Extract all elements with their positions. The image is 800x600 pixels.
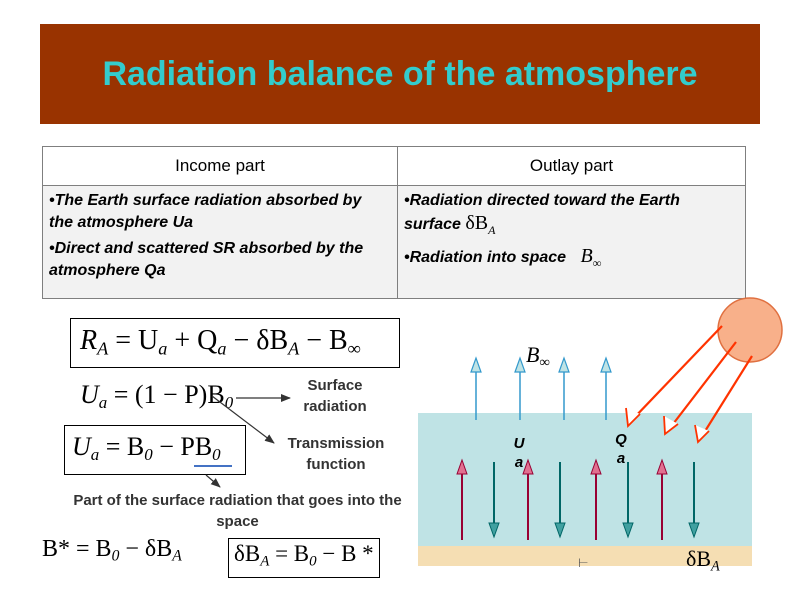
transmission-connector-line (211, 395, 275, 444)
outlay-item-1-text: •Radiation directed toward the Earth sur… (404, 192, 680, 233)
income-item-1: •The Earth surface radiation absorbed by… (49, 192, 362, 231)
outlay-header: Outlay part (397, 146, 746, 186)
outlay-item-2: •Radiation into space B∞ (404, 245, 737, 274)
outlay-cell: •Radiation directed toward the Earth sur… (397, 185, 746, 299)
surface-radiation-arrowheads (456, 458, 668, 475)
tick-mark: ⊢ (578, 556, 589, 570)
outlay-item-1: •Radiation directed toward the Earth sur… (404, 190, 737, 241)
balance-equation: RA = Ua + Qa − δBA − B∞ (80, 325, 361, 359)
ground-layer (418, 546, 752, 566)
ua-equation-2: Ua = B0 − PB0 (72, 432, 221, 465)
outlay-item-2-symbol: B∞ (580, 245, 602, 270)
outlay-item-2-text: •Radiation into space (404, 249, 567, 266)
upward-space-arrows (475, 366, 607, 420)
income-item-2: •Direct and scattered SR absorbed by the… (49, 240, 364, 279)
surface-radiation-label: Surface radiation (303, 377, 367, 415)
upward-space-arrowheads (470, 356, 612, 373)
downward-arrowheads (488, 522, 700, 539)
transmission-function-label: Transmission function (287, 435, 385, 473)
delta-ba-label: δBA (686, 546, 720, 575)
income-cell: •The Earth surface radiation absorbed by… (42, 185, 398, 299)
bstar-equation: B* = B0 − δBA (42, 536, 182, 565)
radiation-balance-table: Income part Outlay part •The Earth surfa… (42, 146, 746, 299)
outlay-item-1-symbol: δBA (465, 212, 496, 237)
part-connector-line (205, 474, 221, 488)
ua-equation-1: Ua = (1 − P)B0 (80, 380, 234, 413)
downward-arrows (493, 462, 695, 528)
solar-ray-arrowheads (625, 407, 710, 444)
dba-equation: δBA = B0 − B * (234, 541, 374, 570)
qa-label: Q a (615, 431, 627, 467)
b-infinity-label: B∞ (526, 342, 550, 371)
page-title: Radiation balance of the atmosphere (102, 54, 698, 93)
table-header-row: Income part Outlay part (42, 146, 746, 186)
part-surface-radiation-label: Part of the surface radiation that goes … (73, 492, 402, 530)
ua-equation-2-box (64, 425, 246, 475)
dba-equation-box (228, 538, 380, 578)
surface-radiation-arrows (461, 468, 663, 540)
ua-label: U a (513, 435, 525, 471)
income-header: Income part (42, 146, 398, 186)
table-row: •The Earth surface radiation absorbed by… (42, 185, 746, 299)
solar-rays (631, 325, 753, 437)
title-banner: Radiation balance of the atmosphere (40, 24, 760, 124)
balance-equation-box (70, 318, 400, 368)
